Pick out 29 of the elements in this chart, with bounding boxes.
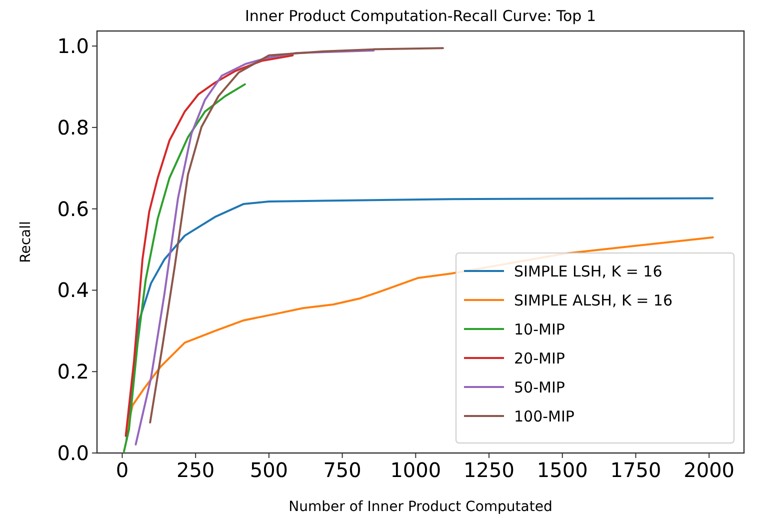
legend-label: SIMPLE ALSH, K = 16 — [514, 291, 673, 310]
x-tick-label: 250 — [176, 458, 215, 482]
x-tick-label: 1500 — [536, 458, 588, 482]
y-tick-label: 0.8 — [57, 115, 89, 140]
chart-title: Inner Product Computation-Recall Curve: Top 1 — [244, 7, 596, 25]
legend-label: SIMPLE LSH, K = 16 — [514, 262, 662, 280]
x-tick-label: 0 — [116, 458, 129, 482]
legend-label: 50-MIP — [514, 378, 565, 396]
x-axis-title: Number of Inner Product Computated — [288, 499, 552, 515]
line-series — [126, 197, 714, 441]
x-tick-label: 1250 — [464, 458, 514, 482]
x-tick-label: 750 — [323, 458, 362, 482]
legend-label: 20-MIP — [514, 349, 565, 368]
legend-label: 10-MIP — [514, 320, 565, 338]
x-tick-label: 2000 — [684, 458, 735, 482]
legend-label: 100-MIP — [514, 407, 574, 426]
line-series — [122, 83, 246, 452]
y-tick-label: 0.6 — [57, 196, 89, 221]
x-tick-label: 1000 — [390, 458, 442, 482]
y-tick-label: 1.0 — [57, 34, 89, 58]
y-tick-label: 0.0 — [57, 441, 89, 465]
y-tick-label: 0.2 — [57, 360, 89, 384]
line-series — [124, 54, 294, 437]
x-tick-label: 500 — [250, 458, 288, 482]
line-series — [149, 47, 444, 424]
y-tick-label: 0.4 — [57, 278, 89, 302]
line-series — [134, 50, 375, 446]
y-axis-title: Recall — [18, 221, 34, 263]
x-tick-label: 1750 — [610, 458, 662, 482]
